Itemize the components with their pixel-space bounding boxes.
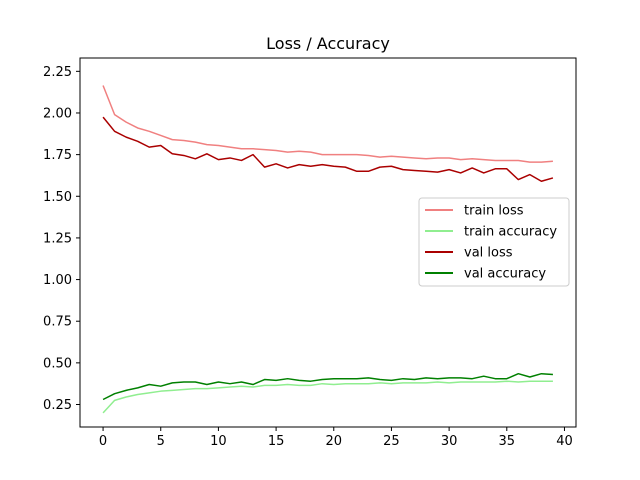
x-tick-label: 35 xyxy=(499,434,516,449)
series-line-train-accuracy xyxy=(102,380,553,414)
x-tick-label: 0 xyxy=(99,434,107,449)
y-tick-label: 0.25 xyxy=(43,398,72,413)
y-tick-label: 0.50 xyxy=(43,356,72,371)
x-tick-label: 15 xyxy=(268,434,285,449)
plot-frame xyxy=(79,57,577,428)
y-tick-label: 2.00 xyxy=(43,106,72,121)
x-tick-label: 10 xyxy=(210,434,227,449)
x-tick-label: 5 xyxy=(157,434,165,449)
y-tick-label: 1.50 xyxy=(43,190,72,205)
series-layer xyxy=(102,85,554,414)
legend-box xyxy=(418,197,570,287)
x-tick-label: 20 xyxy=(325,434,342,449)
legend-label-val-loss: val loss xyxy=(464,246,513,261)
x-tick-label: 25 xyxy=(383,434,400,449)
legend-label-train-accuracy: train accuracy xyxy=(464,225,557,240)
legend-label-train-loss: train loss xyxy=(464,204,524,219)
legend-label-val-accuracy: val accuracy xyxy=(464,267,546,282)
legend: train loss train accuracy val loss val accu… xyxy=(418,197,570,287)
series-line-val-accuracy xyxy=(102,372,553,401)
chart-title: Loss / Accuracy xyxy=(266,34,390,53)
series-line-train-loss xyxy=(102,85,553,163)
x-axis: 0 5 10 15 20 25 30 35 40 xyxy=(99,427,573,449)
series-line-val-loss xyxy=(102,116,554,183)
x-tick-label: 30 xyxy=(441,434,458,449)
y-tick-label: 1.00 xyxy=(43,273,72,288)
y-tick-label: 2.25 xyxy=(43,65,72,80)
y-axis: 0.25 0.50 0.75 1.00 1.25 1.50 1.75 2.00 2.25 xyxy=(43,65,80,413)
y-tick-label: 1.75 xyxy=(43,148,72,163)
x-tick-label: 40 xyxy=(556,434,573,449)
y-tick-label: 0.75 xyxy=(43,315,72,330)
y-tick-label: 1.25 xyxy=(43,231,72,246)
